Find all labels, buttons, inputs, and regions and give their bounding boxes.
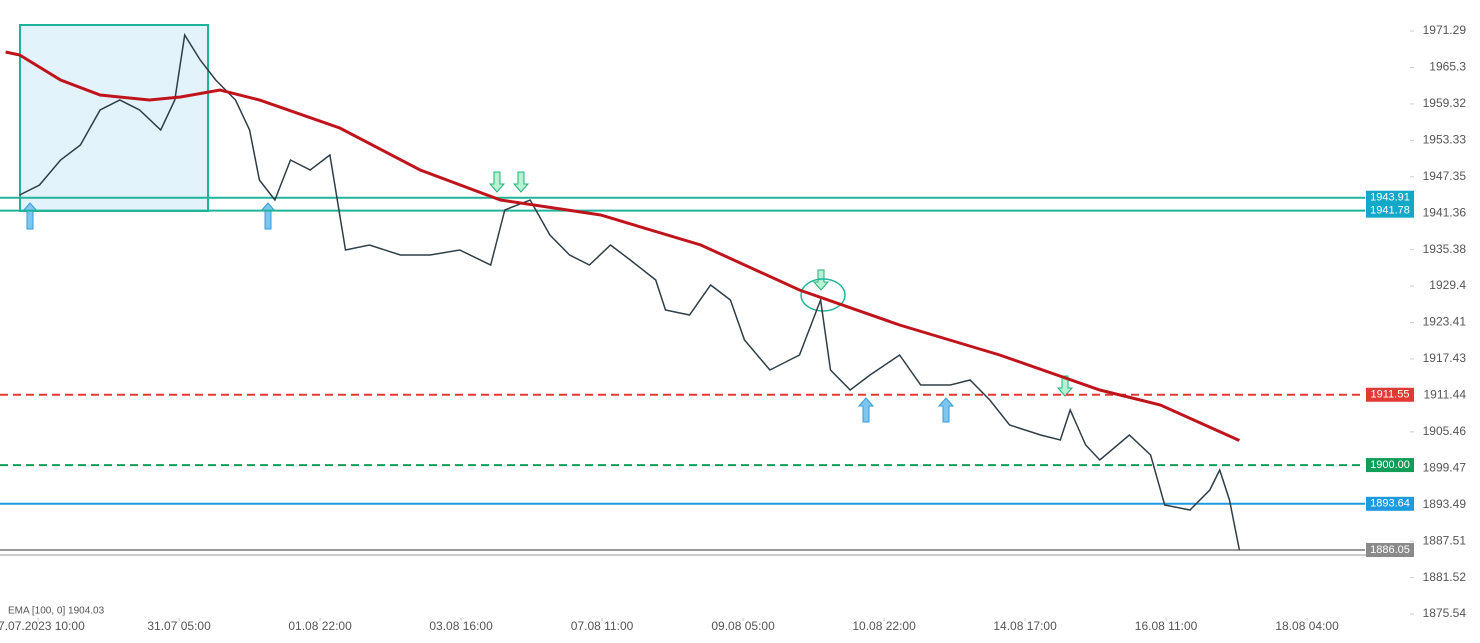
x-tick-label: 27.07.2023 10:00 [0,619,85,633]
x-tick-label: 14.08 17:00 [993,619,1057,633]
range-box [19,24,209,212]
y-tick-label: 1905.46 [1423,424,1467,438]
level-box [1366,387,1414,402]
level-box [1366,496,1414,511]
y-tick-label: 1971.29 [1423,23,1467,37]
y-tick-label: 1965.3 [1429,60,1466,74]
y-tick-label: 1893.49 [1423,497,1467,511]
y-tick-label: 1935.38 [1423,242,1467,256]
y-tick-label: 1875.54 [1423,606,1467,620]
x-tick-label: 09.08 05:00 [711,619,775,633]
level-label: 1911.55 [1371,389,1410,401]
level-label: 1893.64 [1370,498,1410,510]
level-label: 1943.91 [1370,192,1410,204]
highlight-ellipse [800,278,846,312]
y-tick-label: 1887.51 [1423,533,1467,547]
down-arrow [1056,375,1074,397]
down-arrow [488,171,506,193]
level-box [1366,203,1414,218]
down-arrows [488,171,1074,397]
level-label: 1900.00 [1370,459,1410,471]
level-box [1366,458,1414,473]
legend: EMA [100, 0] 1904.03 [8,606,105,617]
x-tick-label: 07.08 11:00 [571,619,634,633]
y-tick-label: 1911.44 [1424,388,1467,402]
ema-line [5,50,1241,442]
x-tick-label: 01.08 22:00 [288,619,352,633]
y-tick-label: 1917.43 [1423,351,1467,365]
level-box [1366,543,1414,558]
x-tick-label: 31.07 05:00 [147,619,211,633]
level-label: 1886.05 [1370,544,1410,556]
y-tick-label: 1941.36 [1423,205,1467,219]
price-line [19,32,1241,551]
x-tick-label: 03.08 16:00 [429,619,493,633]
arrows [21,202,955,423]
up-arrow [857,397,875,423]
down-arrow [812,269,830,291]
y-tick-label: 1959.32 [1423,96,1467,110]
x-tick-label: 16.08 11:00 [1135,619,1198,633]
level-box [1366,190,1414,205]
x-tick-label: 18.08 04:00 [1275,619,1339,633]
y-tick-label: 1923.41 [1423,315,1467,329]
y-tick-label: 1929.4 [1429,278,1466,292]
level-label: 1941.78 [1370,205,1410,217]
y-tick-label: 1947.35 [1423,169,1467,183]
down-arrow [512,171,530,193]
up-arrow [259,202,277,230]
y-tick-label: 1881.52 [1423,570,1467,584]
y-tick-label: 1899.47 [1423,460,1467,474]
up-arrow [937,397,955,423]
x-tick-label: 10.08 22:00 [852,619,916,633]
y-tick-label: 1953.33 [1423,133,1467,147]
